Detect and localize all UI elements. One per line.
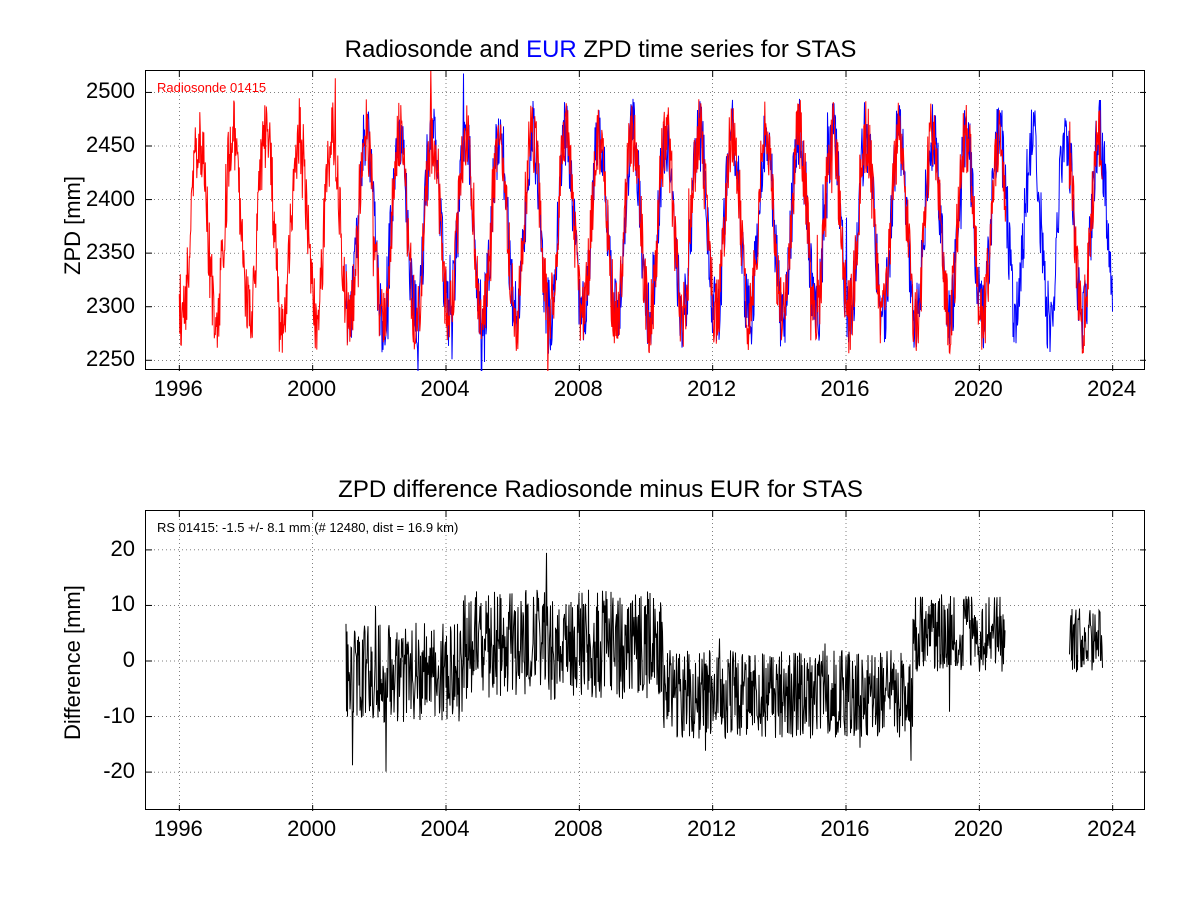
panel1-svg bbox=[146, 71, 1146, 371]
panel2-xtick-label: 2004 bbox=[421, 816, 470, 842]
panel1-ytick-label: 2350 bbox=[75, 239, 135, 265]
panel2-ytick-label: -20 bbox=[75, 758, 135, 784]
panel2-annotation: RS 01415: -1.5 +/- 8.1 mm (# 12480, dist… bbox=[157, 520, 458, 535]
panel2-xtick-label: 2008 bbox=[554, 816, 603, 842]
panel1-ytick-label: 2450 bbox=[75, 132, 135, 158]
panel1-ytick-label: 2300 bbox=[75, 293, 135, 319]
panel1-title-eur: EUR bbox=[526, 36, 577, 63]
panel2-xtick-label: 2020 bbox=[954, 816, 1003, 842]
panel1-xtick-label: 2024 bbox=[1087, 376, 1136, 402]
panel1-title-post: ZPD time series for STAS bbox=[577, 36, 857, 63]
panel1-xtick-label: 2016 bbox=[821, 376, 870, 402]
panel2-xtick-label: 2000 bbox=[287, 816, 336, 842]
panel2-xtick-label: 1996 bbox=[154, 816, 203, 842]
panel2-xtick-label: 2012 bbox=[687, 816, 736, 842]
panel1-xtick-label: 2020 bbox=[954, 376, 1003, 402]
panel2-ytick-label: 10 bbox=[75, 591, 135, 617]
panel2-ytick-label: 20 bbox=[75, 536, 135, 562]
panel1-axes bbox=[145, 70, 1145, 370]
panel2-axes bbox=[145, 510, 1145, 810]
panel1-xtick-label: 1996 bbox=[154, 376, 203, 402]
panel2-xtick-label: 2024 bbox=[1087, 816, 1136, 842]
panel1-xtick-label: 2012 bbox=[687, 376, 736, 402]
panel1-ytick-label: 2400 bbox=[75, 186, 135, 212]
panel1-title: Radiosonde and EUR ZPD time series for S… bbox=[0, 36, 1201, 64]
panel1-xtick-label: 2004 bbox=[421, 376, 470, 402]
figure: Radiosonde and EUR ZPD time series for S… bbox=[0, 0, 1201, 901]
panel1-series-radiosonde bbox=[179, 71, 1102, 371]
panel2-title: ZPD difference Radiosonde minus EUR for … bbox=[0, 476, 1201, 504]
panel2-svg bbox=[146, 511, 1146, 811]
panel1-title-pre: Radiosonde and bbox=[345, 36, 526, 63]
panel1-annotation: Radiosonde 01415 bbox=[157, 80, 266, 95]
panel2-series-difference bbox=[346, 553, 1103, 772]
panel2-xtick-label: 2016 bbox=[821, 816, 870, 842]
panel1-ytick-label: 2500 bbox=[75, 78, 135, 104]
panel1-xtick-label: 2008 bbox=[554, 376, 603, 402]
panel2-ytick-label: -10 bbox=[75, 703, 135, 729]
panel1-ytick-label: 2250 bbox=[75, 346, 135, 372]
panel1-xtick-label: 2000 bbox=[287, 376, 336, 402]
panel2-ytick-label: 0 bbox=[75, 647, 135, 673]
